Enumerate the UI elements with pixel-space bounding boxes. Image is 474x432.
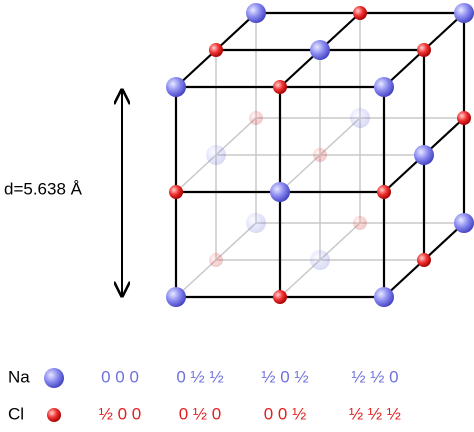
na-atom: [166, 77, 186, 97]
position: ½ ½ 0: [351, 367, 398, 386]
cl-atom: [209, 43, 223, 57]
legend-element: Cl: [8, 404, 24, 423]
cl-atom: [273, 290, 287, 304]
na-atom-hidden: [246, 213, 266, 233]
cl-atom: [457, 111, 471, 125]
lattice: [166, 3, 474, 307]
na-atom: [374, 287, 394, 307]
na-atom: [270, 182, 290, 202]
na-atom: [454, 3, 474, 23]
legend-element: Na: [8, 367, 30, 386]
cl-atom-hidden: [209, 253, 223, 267]
legend: Na 0 0 0 0 ½ ½ ½ 0 ½ ½ ½ 0 Cl ½ 0 0 0 ½ 0 0 0 ½ ½…: [8, 367, 401, 423]
position: 0 0 0: [101, 367, 139, 386]
na-atom: [246, 3, 266, 23]
na-atom-hidden: [350, 108, 370, 128]
cl-atom-hidden: [353, 216, 367, 230]
cl-atom: [377, 185, 391, 199]
dimension-label: d=5.638 Å: [4, 179, 83, 198]
na-atom: [454, 213, 474, 233]
cl-atom: [273, 80, 287, 94]
na-atom: [166, 287, 186, 307]
cl-atom-hidden: [313, 148, 327, 162]
position: 0 ½ ½: [176, 367, 223, 386]
na-atom-hidden: [206, 145, 226, 165]
position: ½ 0 ½: [261, 367, 308, 386]
na-atom: [414, 145, 434, 165]
position: ½ 0 0: [99, 404, 142, 423]
cl-atom: [169, 185, 183, 199]
na-atom-hidden: [310, 250, 330, 270]
cl-atom-hidden: [249, 111, 263, 125]
cl-legend-atom: [47, 408, 61, 422]
position: 0 0 ½: [264, 404, 307, 423]
position: ½ ½ ½: [349, 404, 401, 423]
cl-atom: [417, 43, 431, 57]
na-atom: [374, 77, 394, 97]
cl-atom: [417, 253, 431, 267]
position: 0 ½ 0: [179, 404, 222, 423]
na-atom: [310, 40, 330, 60]
cl-atom: [353, 6, 367, 20]
na-legend-atom: [44, 368, 64, 388]
